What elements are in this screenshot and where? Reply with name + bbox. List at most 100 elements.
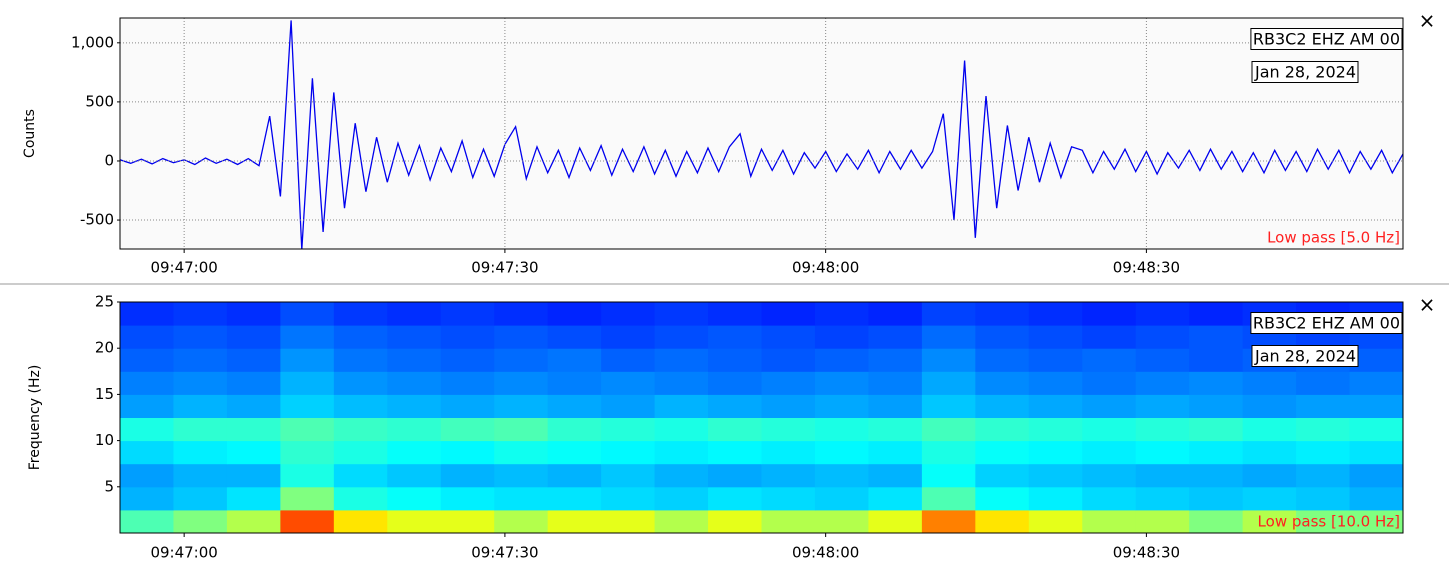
y-axis-label: Counts xyxy=(22,109,38,158)
heat-cell xyxy=(1242,486,1297,511)
heat-cell xyxy=(601,509,656,533)
heat-cell xyxy=(1082,394,1137,418)
heat-cell xyxy=(387,440,442,465)
close-button[interactable]: × xyxy=(1419,9,1436,33)
heat-cell xyxy=(601,463,656,488)
heat-cell xyxy=(814,509,869,533)
heat-cell xyxy=(761,440,816,465)
filter-label: Low pass [10.0 Hz] xyxy=(1258,513,1400,531)
y-tick-label: 500 xyxy=(85,92,114,110)
heat-cell xyxy=(601,348,656,372)
heat-cell xyxy=(387,463,442,488)
heat-cell xyxy=(654,463,709,488)
heat-cell xyxy=(708,417,762,442)
heat-cell xyxy=(761,463,816,488)
heat-cell xyxy=(1082,463,1137,488)
heat-cell xyxy=(921,463,976,488)
heat-cell xyxy=(1242,509,1297,533)
heat-cell xyxy=(173,440,228,465)
heat-cell xyxy=(761,417,816,442)
plot-layer xyxy=(120,20,1403,249)
heat-cell xyxy=(280,417,335,442)
heat-cell xyxy=(1242,371,1297,395)
heat-cell xyxy=(226,302,281,326)
y-tick-label: 0 xyxy=(104,151,114,169)
close-button[interactable]: × xyxy=(1419,293,1436,317)
heat-cell xyxy=(868,417,923,442)
heat-cell xyxy=(814,394,869,418)
heat-cell xyxy=(173,486,228,511)
heat-cell xyxy=(120,440,174,465)
heat-cell xyxy=(814,440,869,465)
heat-cell xyxy=(761,394,816,418)
heat-cell xyxy=(921,486,976,511)
heat-cell xyxy=(921,440,976,465)
heat-cell xyxy=(1189,302,1244,326)
heat-cell xyxy=(1028,463,1083,488)
heat-cell xyxy=(494,486,549,511)
plot-border xyxy=(119,301,1404,534)
heat-cell xyxy=(868,371,923,395)
heat-cell xyxy=(814,463,869,488)
heat-cell xyxy=(868,394,923,418)
heat-cell xyxy=(1082,302,1137,326)
heat-cell xyxy=(1242,394,1297,418)
heat-cell xyxy=(1028,325,1083,349)
heat-cell xyxy=(1189,371,1244,395)
heat-cell xyxy=(921,348,976,372)
heat-cell xyxy=(1296,394,1351,418)
heat-cell xyxy=(975,463,1030,488)
date-label-box xyxy=(1251,345,1359,367)
y-tick-label: 15 xyxy=(95,385,114,403)
heat-cell xyxy=(1082,325,1137,349)
heat-cell xyxy=(547,417,602,442)
heat-cell xyxy=(333,394,388,418)
heat-cell xyxy=(120,509,174,533)
heat-cell xyxy=(547,371,602,395)
heat-cell xyxy=(173,371,228,395)
y-tick-label: 10 xyxy=(95,431,114,449)
heat-cell xyxy=(975,509,1030,533)
heat-cell xyxy=(387,371,442,395)
x-tick-label: 09:48:30 xyxy=(1113,259,1180,277)
heat-cell xyxy=(921,302,976,326)
heat-cell xyxy=(1028,394,1083,418)
heat-cell xyxy=(708,302,762,326)
heat-cell xyxy=(1028,302,1083,326)
heat-cell xyxy=(547,325,602,349)
heat-cell xyxy=(333,440,388,465)
heat-cell xyxy=(921,394,976,418)
heat-cell xyxy=(654,486,709,511)
heat-cell xyxy=(387,348,442,372)
waveform xyxy=(120,20,1403,249)
heat-cell xyxy=(1349,440,1403,465)
heat-cell xyxy=(1028,486,1083,511)
heat-cell xyxy=(440,348,495,372)
heat-cell xyxy=(1296,371,1351,395)
x-tick-label: 09:47:30 xyxy=(471,544,538,562)
heat-cell xyxy=(814,417,869,442)
heat-cell xyxy=(1349,371,1403,395)
heat-cell xyxy=(708,394,762,418)
plot-border xyxy=(119,17,1404,250)
heat-cell xyxy=(1349,417,1403,442)
heat-cell xyxy=(601,440,656,465)
heat-cell xyxy=(173,348,228,372)
heat-cell xyxy=(601,302,656,326)
date-label: Jan 28, 2024 xyxy=(1254,347,1356,366)
heat-cell xyxy=(226,325,281,349)
heat-cell xyxy=(1189,394,1244,418)
heat-cell xyxy=(547,394,602,418)
heat-cell xyxy=(708,486,762,511)
heat-cell xyxy=(387,509,442,533)
heat-cell xyxy=(814,325,869,349)
heat-cell xyxy=(226,371,281,395)
y-tick-label: 20 xyxy=(95,339,114,357)
heat-cell xyxy=(333,486,388,511)
heat-cell xyxy=(1135,325,1190,349)
y-axis-label: Frequency (Hz) xyxy=(27,365,43,471)
x-tick-label: 09:48:30 xyxy=(1113,544,1180,562)
heat-cell xyxy=(387,302,442,326)
heat-cell xyxy=(654,325,709,349)
heat-cell xyxy=(868,302,923,326)
